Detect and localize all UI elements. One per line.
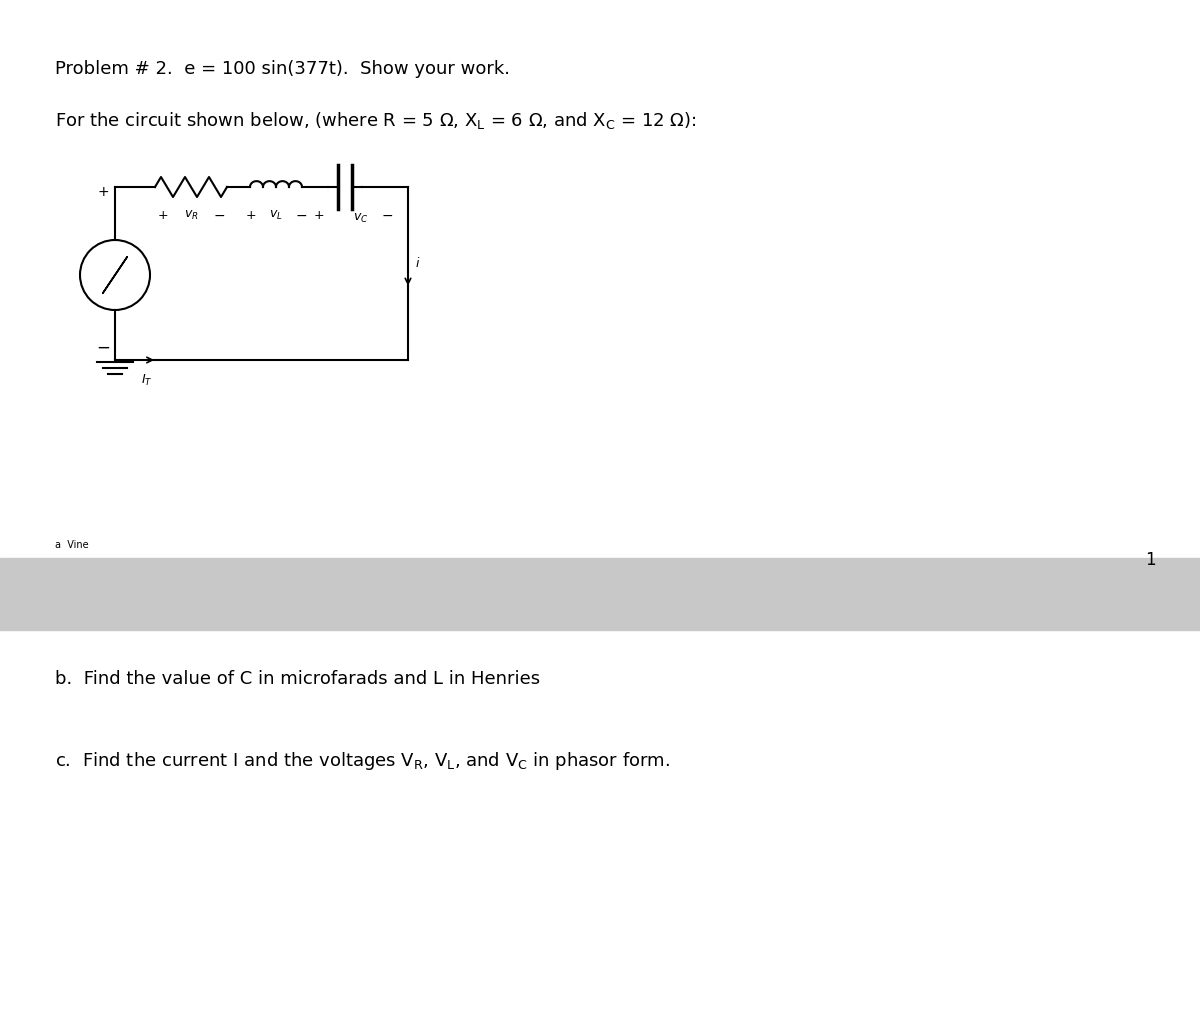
Text: b.  Find the value of C in microfarads and L in Henries: b. Find the value of C in microfarads an…: [55, 670, 540, 688]
Text: i: i: [416, 257, 420, 270]
Text: For the circuit shown below, (where R = 5 $\Omega$, X$_\mathrm{L}$ = 6 $\Omega$,: For the circuit shown below, (where R = …: [55, 110, 696, 131]
Text: +: +: [97, 185, 109, 199]
Text: $\mathit{I_T}$: $\mathit{I_T}$: [142, 373, 152, 388]
Text: +: +: [246, 209, 257, 222]
Text: $v_R$: $v_R$: [184, 209, 198, 222]
Text: −: −: [295, 209, 307, 223]
Text: $v_L$: $v_L$: [269, 209, 283, 222]
Text: +: +: [313, 209, 324, 222]
Text: −: −: [214, 209, 224, 223]
Text: −: −: [382, 209, 392, 223]
Text: Problem # 2.  e = 100 sin(377t).  Show your work.: Problem # 2. e = 100 sin(377t). Show you…: [55, 60, 510, 78]
Text: −: −: [96, 339, 110, 357]
Text: $v_C$: $v_C$: [353, 212, 368, 225]
Text: c.  Find the current I and the voltages V$_\mathrm{R}$, V$_\mathrm{L}$, and V$_\: c. Find the current I and the voltages V…: [55, 750, 670, 772]
Text: a  Vine: a Vine: [55, 540, 89, 550]
Bar: [0, 558, 1200, 630]
Text: +: +: [157, 209, 168, 222]
Text: 1: 1: [1145, 551, 1156, 569]
